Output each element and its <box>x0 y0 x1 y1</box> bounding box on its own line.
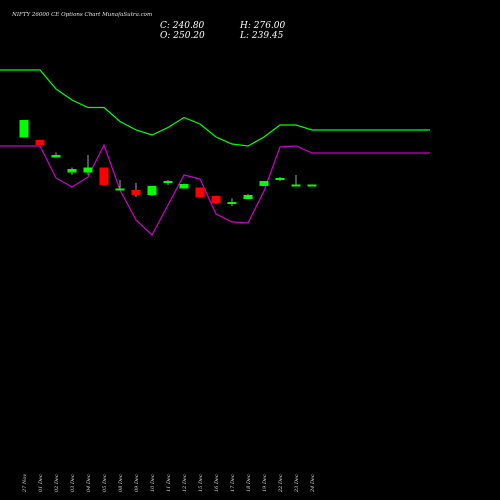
open-label: O: 250.20 <box>160 31 205 41</box>
candle-body <box>163 181 173 183</box>
candle-19-dec <box>259 181 269 186</box>
x-tick-label: 17 Dec <box>230 474 236 492</box>
candle-body <box>291 184 301 187</box>
x-tick-label: 08 Dec <box>118 474 124 492</box>
x-tick-label: 11 Dec <box>166 474 172 492</box>
x-tick-label: 27 Nov <box>22 474 28 493</box>
high-label: H: 276.00 <box>239 21 286 31</box>
candle-body <box>243 195 253 199</box>
candle-18-dec <box>243 194 253 199</box>
candles <box>19 120 317 206</box>
x-tick-label: 16 Dec <box>214 474 220 492</box>
candle-body <box>99 167 109 185</box>
candle-05-dec <box>99 167 109 185</box>
indicator-lines <box>0 69 430 236</box>
x-tick-label: 10 Dec <box>150 474 156 492</box>
indicator-line-2 <box>0 143 430 236</box>
candle-body <box>51 155 61 158</box>
x-tick-label: 05 Dec <box>102 474 108 492</box>
chart-title: NIFTY 26000 CE Options Chart MunafaSutra… <box>11 12 152 18</box>
candle-body <box>227 202 237 204</box>
candle-23-dec <box>291 175 301 187</box>
candle-10-dec <box>147 186 157 196</box>
candle-27-nov <box>19 120 29 138</box>
candle-body <box>195 187 205 198</box>
close-label: C: 240.80 <box>160 21 205 31</box>
candle-15-dec <box>195 187 205 198</box>
candle-body <box>211 196 221 203</box>
x-tick-label: 03 Dec <box>70 474 76 492</box>
candle-body <box>131 190 141 195</box>
candle-22-dec <box>275 177 285 181</box>
x-tick-label: 15 Dec <box>198 474 204 492</box>
candle-body <box>115 188 125 191</box>
x-tick-label: 01 Dec <box>38 474 44 492</box>
candle-12-dec <box>179 183 189 189</box>
x-tick-label: 18 Dec <box>246 474 252 492</box>
x-tick-label: 12 Dec <box>182 474 188 492</box>
candle-body <box>275 178 285 180</box>
candle-body <box>259 181 269 186</box>
candle-11-dec <box>163 180 173 185</box>
x-tick-label: 22 Dec <box>278 474 284 493</box>
candle-09-dec <box>131 183 141 197</box>
candle-body <box>147 186 157 195</box>
candle-body <box>83 167 93 173</box>
candle-body <box>67 169 77 173</box>
candle-03-dec <box>67 167 77 175</box>
indicator-line-1 <box>0 69 430 147</box>
candle-02-dec <box>51 152 61 158</box>
x-tick-label: 24 Dec <box>310 474 316 493</box>
x-tick-label: 04 Dec <box>86 474 92 492</box>
candle-body <box>19 120 29 138</box>
candle-01-dec <box>35 140 45 145</box>
candle-17-dec <box>227 198 237 206</box>
candle-04-dec <box>83 155 93 175</box>
x-tick-label: 23 Dec <box>294 474 300 493</box>
candle-body <box>179 184 189 189</box>
x-tick-label: 09 Dec <box>134 474 140 492</box>
low-label: L: 239.45 <box>239 31 284 41</box>
x-axis-ticks: 27 Nov 01 Dec 02 Dec 03 Dec 04 Dec 05 Dec 08 D… <box>22 474 316 493</box>
candle-body <box>307 184 317 187</box>
candle-16-dec <box>211 196 221 204</box>
x-tick-label: 02 Dec <box>54 474 60 492</box>
candle-08-dec <box>115 180 125 191</box>
candle-body <box>35 140 45 145</box>
x-tick-label: 19 Dec <box>262 474 268 492</box>
candle-24-dec <box>307 184 317 187</box>
